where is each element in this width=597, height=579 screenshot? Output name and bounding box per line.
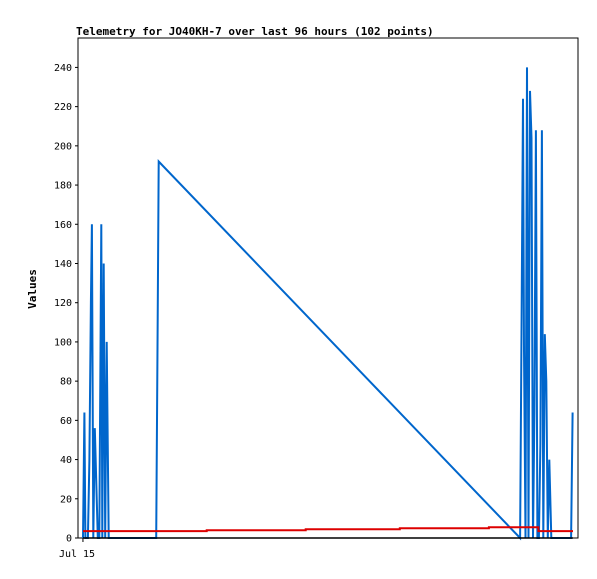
y-tick-label: 100 [54, 337, 72, 348]
chart-title: Telemetry for JO40KH-7 over last 96 hour… [76, 25, 434, 38]
y-tick-label: 140 [54, 259, 72, 270]
series-layer [82, 67, 574, 541]
y-tick-label: 80 [60, 377, 72, 388]
y-tick-label: 0 [66, 534, 72, 545]
series-line-0 [82, 67, 574, 541]
plot-frame [77, 37, 579, 539]
y-tick-label: 20 [60, 494, 72, 505]
x-axis-ticks: Jul 15 [59, 538, 95, 560]
y-tick-label: 160 [54, 220, 72, 231]
x-tick-label: Jul 15 [59, 549, 95, 560]
series-line-1 [83, 526, 573, 533]
y-tick-label: 220 [54, 102, 72, 113]
y-axis-label: Values [26, 269, 39, 309]
y-tick-label: 200 [54, 141, 72, 152]
y-tick-label: 240 [54, 63, 72, 74]
y-tick-label: 120 [54, 298, 72, 309]
y-axis-ticks: 0 20 40 60 80 100 120 140 160 180 200 220 240 [54, 63, 78, 545]
y-tick-label: 60 [60, 416, 72, 427]
y-tick-label: 180 [54, 181, 72, 192]
y-tick-label: 40 [60, 455, 72, 466]
